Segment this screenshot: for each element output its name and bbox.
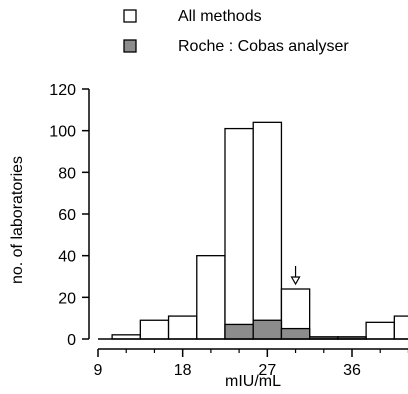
x-axis-label: mIU/mL [225,373,281,390]
bar-all-methods-5 [224,127,254,340]
arrow-head [290,276,301,286]
y-tick-label-6: 120 [49,82,76,99]
y-tick-label-3: 60 [58,207,76,224]
x-tick-label-0: 9 [94,362,103,379]
legend: All methods Roche : Cobas analyser [123,8,349,55]
legend-swatch-roche [123,39,137,53]
y-axis-ticks: 0 20 40 60 80 100 120 [49,82,89,349]
legend-label-all-methods: All methods [178,8,262,25]
bar-roche-5 [224,323,254,340]
x-tick-label-3: 36 [343,362,361,379]
y-tick-label-5: 100 [49,124,76,141]
bar-all-methods-4 [196,255,226,340]
bar-all-methods-2 [139,319,170,340]
bar-roche-6 [252,319,283,340]
x-tick-label-2: 27 [258,362,276,379]
bars-roche [224,319,367,340]
y-tick-label-2: 40 [58,249,76,266]
legend-label-roche: Roche : Cobas analyser [178,38,349,55]
bar-all-methods-11 [393,315,408,340]
x-tick-label-1: 18 [174,362,192,379]
bar-roche-7 [280,327,311,340]
bar-all-methods-10 [365,321,395,340]
legend-swatch-all-methods [123,9,137,23]
bars-all-methods [111,121,408,340]
y-tick-label-4: 80 [58,165,76,182]
y-tick-label-0: 0 [67,332,76,349]
y-tick-label-1: 20 [58,290,76,307]
arrow-marker [290,266,301,286]
y-axis-label: no. of laboratories [9,156,26,284]
x-axis-ticks: 91827364 [94,349,408,379]
bar-all-methods-6 [252,121,283,340]
bar-all-methods-3 [167,315,198,340]
